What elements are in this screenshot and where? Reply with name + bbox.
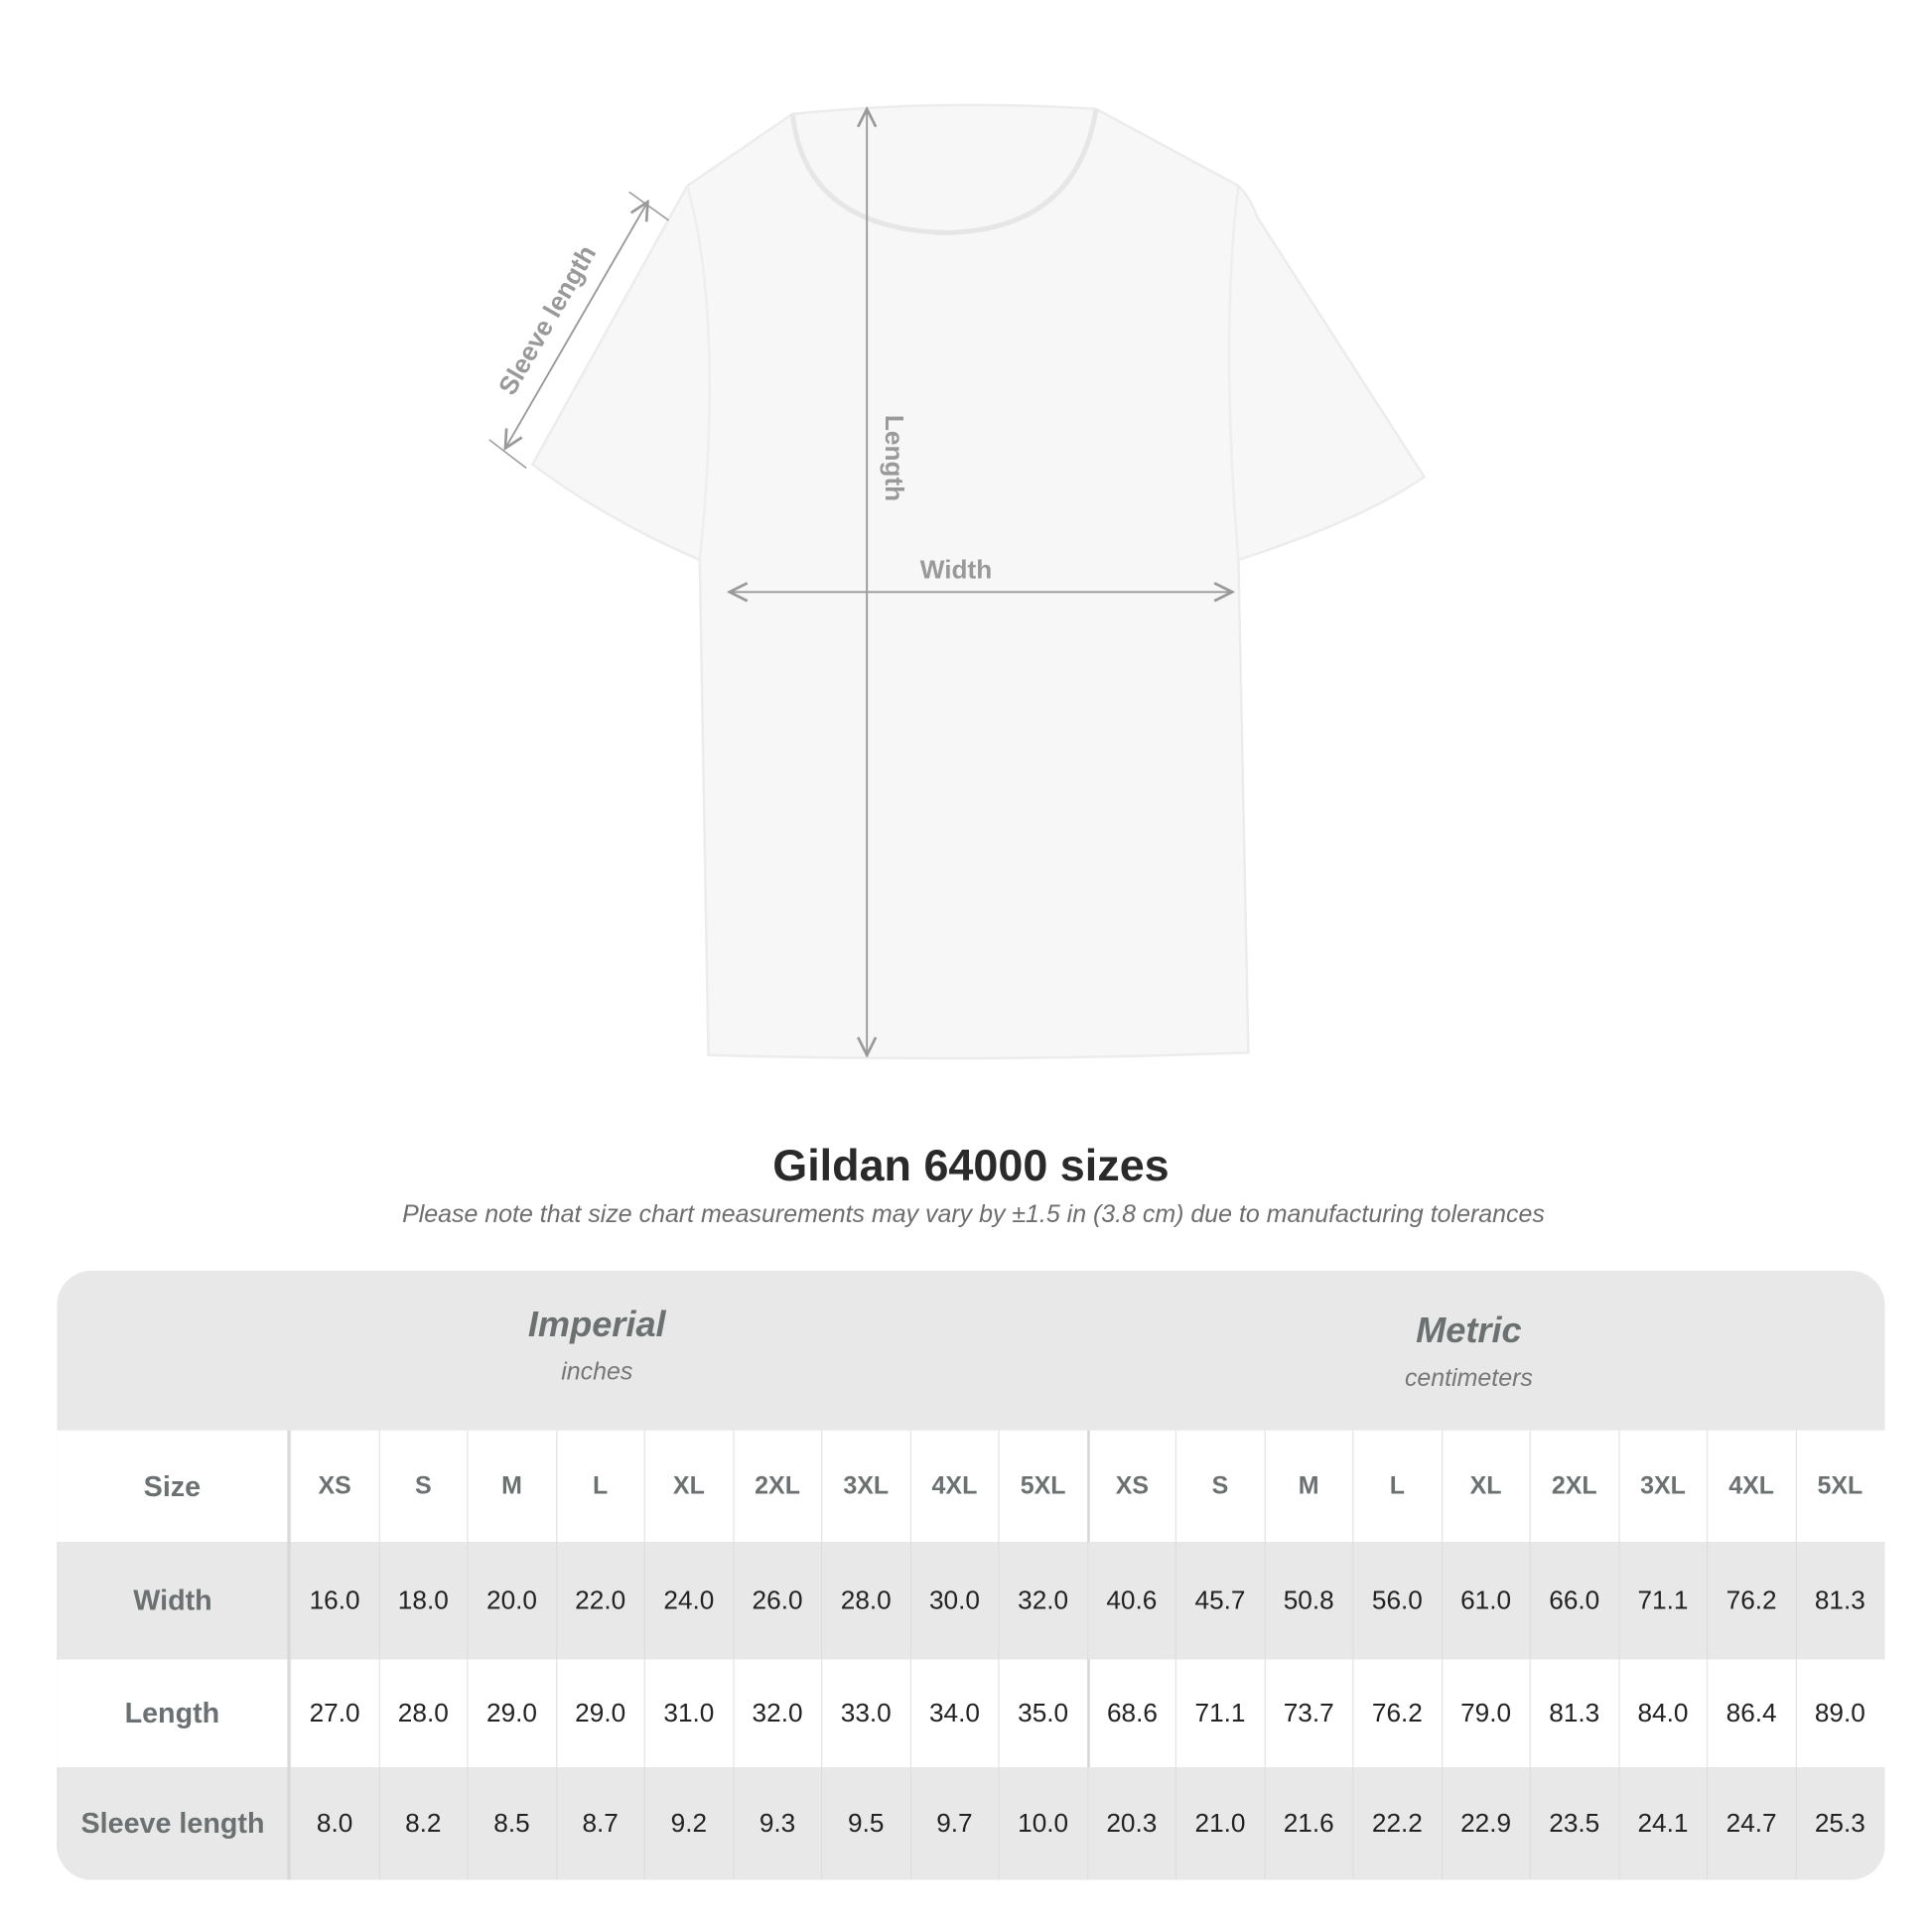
imperial-value-cell: 8.2 <box>378 1767 467 1880</box>
length-label: Length <box>880 415 909 501</box>
size-header-label: Size <box>57 1430 290 1543</box>
imperial-value-cell: 22.0 <box>555 1542 643 1660</box>
metric-value-cell: 73.7 <box>1263 1659 1352 1768</box>
imperial-value-cell: 27.0 <box>289 1659 378 1768</box>
metric-size-xs: XS <box>1086 1430 1175 1543</box>
imperial-size-2xl: 2XL <box>732 1430 821 1543</box>
metric-value-cell: 22.2 <box>1352 1767 1441 1880</box>
imperial-size-5xl: 5XL <box>998 1430 1086 1543</box>
metric-value-cell: 76.2 <box>1706 1542 1795 1660</box>
metric-value-cell: 25.3 <box>1795 1767 1883 1880</box>
metric-value-cell: 71.1 <box>1174 1659 1264 1768</box>
metric-value-cell: 79.0 <box>1441 1659 1529 1768</box>
imperial-value-cell: 16.0 <box>289 1542 378 1660</box>
row-label: Width <box>57 1542 290 1660</box>
row-label: Length <box>57 1659 290 1768</box>
tshirt-shape <box>530 103 1427 1060</box>
metric-value-cell: 71.1 <box>1617 1542 1707 1660</box>
imperial-size-xl: XL <box>643 1430 733 1543</box>
imperial-value-cell: 34.0 <box>909 1659 998 1768</box>
imperial-value-cell: 28.0 <box>378 1659 467 1768</box>
imperial-value-cell: 32.0 <box>998 1542 1086 1660</box>
tolerance-note: Please note that size chart measurements… <box>402 1200 1545 1229</box>
metric-value-cell: 50.8 <box>1263 1542 1352 1660</box>
imperial-value-cell: 8.0 <box>289 1767 378 1880</box>
metric-value-cell: 86.4 <box>1706 1659 1795 1768</box>
metric-size-4xl: 4XL <box>1706 1430 1795 1543</box>
metric-unit: centimeters <box>1404 1364 1533 1393</box>
imperial-value-cell: 35.0 <box>998 1659 1086 1768</box>
imperial-value-cell: 31.0 <box>643 1659 733 1768</box>
metric-value-cell: 20.3 <box>1086 1767 1175 1880</box>
imperial-size-3xl: 3XL <box>821 1430 909 1543</box>
metric-value-cell: 40.6 <box>1086 1542 1175 1660</box>
table-row: Length 27.0 28.0 29.0 29.0 31.0 32.0 33.0 34.0 35… <box>57 1659 1885 1768</box>
size-table: Imperial inches Metric centimeters Size X… <box>57 1270 1885 1880</box>
imperial-value-cell: 9.2 <box>643 1767 733 1880</box>
imperial-value-cell: 20.0 <box>467 1542 555 1660</box>
metric-size-5xl: 5XL <box>1795 1430 1883 1543</box>
table-row: Sleeve length 8.0 8.2 8.5 8.7 9.2 9.3 9.5 9.7 10.… <box>57 1767 1885 1880</box>
imperial-size-l: L <box>555 1430 643 1543</box>
metric-value-cell: 22.9 <box>1441 1767 1529 1880</box>
metric-value-cell: 21.6 <box>1263 1767 1352 1880</box>
metric-value-cell: 66.0 <box>1529 1542 1618 1660</box>
metric-value-cell: 23.5 <box>1529 1767 1618 1880</box>
metric-size-m: M <box>1263 1430 1352 1543</box>
metric-value-cell: 45.7 <box>1174 1542 1264 1660</box>
size-row: Size XS S M L XL 2XL 3XL 4XL 5XL XS S M L XL 2XL 3XL 4XL 5… <box>57 1430 1885 1543</box>
imperial-value-cell: 9.5 <box>821 1767 909 1880</box>
imperial-value-cell: 29.0 <box>467 1659 555 1768</box>
metric-value-cell: 89.0 <box>1795 1659 1883 1768</box>
imperial-title: Imperial <box>527 1305 666 1345</box>
table-row: Width 16.0 18.0 20.0 22.0 24.0 26.0 28.0 30.0 32.… <box>57 1542 1885 1660</box>
imperial-value-cell: 26.0 <box>732 1542 821 1660</box>
sleeve-length-line <box>505 202 647 448</box>
metric-size-2xl: 2XL <box>1529 1430 1618 1543</box>
imperial-value-cell: 32.0 <box>732 1659 821 1768</box>
imperial-value-cell: 33.0 <box>821 1659 909 1768</box>
imperial-value-cell: 30.0 <box>909 1542 998 1660</box>
imperial-value-cell: 29.0 <box>555 1659 643 1768</box>
unit-header: Imperial inches Metric centimeters <box>57 1271 1884 1431</box>
imperial-value-cell: 28.0 <box>821 1542 909 1660</box>
metric-size-xl: XL <box>1441 1430 1529 1543</box>
metric-value-cell: 68.6 <box>1086 1659 1175 1768</box>
metric-value-cell: 24.1 <box>1617 1767 1707 1880</box>
metric-value-cell: 61.0 <box>1441 1542 1529 1660</box>
imperial-value-cell: 9.7 <box>909 1767 998 1880</box>
imperial-size-4xl: 4XL <box>909 1430 998 1543</box>
imperial-value-cell: 9.3 <box>732 1767 821 1880</box>
metric-size-s: S <box>1174 1430 1264 1543</box>
metric-value-cell: 81.3 <box>1795 1542 1883 1660</box>
metric-value-cell: 81.3 <box>1529 1659 1618 1768</box>
imperial-value-cell: 10.0 <box>998 1767 1086 1880</box>
page-title: Gildan 64000 sizes <box>772 1139 1170 1190</box>
metric-size-3xl: 3XL <box>1617 1430 1707 1543</box>
imperial-size-m: M <box>467 1430 555 1543</box>
metric-size-l: L <box>1352 1430 1441 1543</box>
metric-value-cell: 24.7 <box>1706 1767 1795 1880</box>
tshirt-diagram: Sleeve length Length Width <box>488 103 1427 1060</box>
imperial-header: Imperial inches <box>349 1306 845 1387</box>
imperial-value-cell: 8.7 <box>555 1767 643 1880</box>
collar <box>789 108 1099 236</box>
row-label: Sleeve length <box>57 1767 290 1880</box>
width-label: Width <box>920 555 992 585</box>
metric-title: Metric <box>1416 1311 1522 1351</box>
imperial-unit: inches <box>561 1358 633 1386</box>
imperial-value-cell: 8.5 <box>467 1767 555 1880</box>
imperial-value-cell: 18.0 <box>378 1542 467 1660</box>
imperial-size-xs: XS <box>289 1430 378 1543</box>
metric-header: Metric centimeters <box>1221 1311 1717 1393</box>
imperial-size-s: S <box>378 1430 467 1543</box>
metric-value-cell: 56.0 <box>1352 1542 1441 1660</box>
imperial-value-cell: 24.0 <box>643 1542 733 1660</box>
metric-value-cell: 76.2 <box>1352 1659 1441 1768</box>
metric-value-cell: 21.0 <box>1174 1767 1264 1880</box>
metric-value-cell: 84.0 <box>1617 1659 1707 1768</box>
